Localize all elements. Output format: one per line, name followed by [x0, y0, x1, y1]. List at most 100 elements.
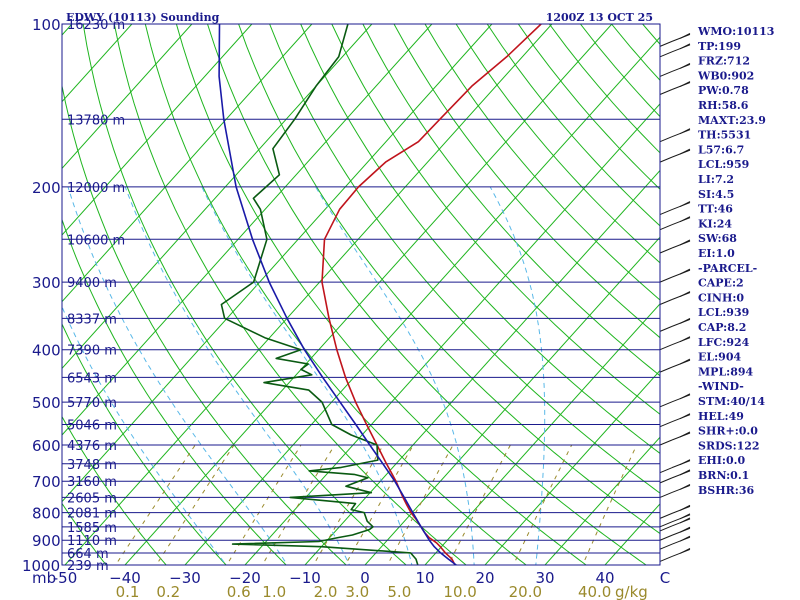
pressure-tick-label: 500: [32, 394, 61, 412]
sounding-index: FRZ:712: [698, 55, 750, 68]
moist-adiabat-line: [124, 186, 351, 565]
wind-barb: [659, 431, 691, 446]
isotherm-line: [364, 236, 660, 565]
wind-barb: [659, 148, 691, 163]
sounding-index: -WIND-: [698, 380, 744, 393]
temperature-tick-label: 40: [595, 569, 614, 587]
dry-adiabat-line: [62, 322, 227, 565]
temperature-tick-label: −40: [109, 569, 141, 587]
dewpoint-profile: [220, 24, 419, 565]
pressure-tick-label: 800: [32, 505, 61, 523]
height-label: 3160 m: [67, 475, 117, 490]
sounding-index: WMO:10113: [697, 25, 774, 38]
moist-adiabat-line: [201, 186, 413, 565]
mixing-ratio-label: 5.0: [387, 583, 411, 600]
wind-barb: [659, 358, 691, 373]
pressure-tick-label: 400: [32, 342, 61, 360]
isotherm-line: [424, 303, 660, 565]
height-label: 2081 m: [67, 507, 117, 522]
height-label: 7390 m: [67, 344, 117, 359]
sounding-index: CAPE:2: [698, 277, 744, 290]
sounding-index: SHR+:0.0: [698, 425, 758, 438]
sounding-index: LCL:959: [698, 158, 749, 171]
pressure-tick-label: 100: [32, 16, 61, 34]
mixing-ratio-line: [512, 444, 573, 565]
temperature-tick-label: 10: [415, 569, 434, 587]
wind-barb: [659, 81, 691, 95]
wind-barb: [659, 239, 691, 254]
moist-adiabat-line: [315, 186, 475, 565]
sounding-index: PW:0.78: [698, 84, 749, 97]
wind-barb: [659, 504, 691, 519]
wind-barb: [659, 459, 691, 474]
pressure-tick-label: 200: [32, 179, 61, 197]
wind-barb: [659, 413, 691, 428]
mixing-ratio-unit: g/kg: [615, 583, 648, 600]
sounding-index: EL:904: [698, 351, 741, 364]
temperature-profile: [321, 24, 542, 565]
isotherm-line: [62, 24, 193, 170]
sounding-index: L57:6.7: [698, 143, 744, 156]
wind-barb: [659, 517, 691, 532]
height-label: 239 m: [67, 559, 109, 574]
sounding-index: TT:46: [698, 203, 733, 216]
mixing-ratio-line: [155, 444, 235, 565]
background-grid: [62, 24, 660, 565]
sounding-index: -PARCEL-: [698, 262, 757, 275]
wind-barb: [659, 526, 691, 541]
height-label: 3748 m: [67, 458, 117, 473]
height-label: 6543 m: [67, 371, 117, 386]
mixing-ratio-label: 3.0: [345, 583, 369, 600]
parcel-profile: [218, 24, 457, 565]
mixing-ratio-line: [582, 444, 638, 565]
temperature-tick-label: 20: [475, 569, 494, 587]
isotherm-line: [62, 24, 253, 236]
temperature-tick-label: −20: [229, 569, 261, 587]
sounding-index: STM:40/14: [698, 395, 765, 408]
height-label: 8337 m: [67, 312, 117, 327]
wind-barb: [659, 336, 691, 351]
wind-barb: [659, 128, 691, 143]
chart-title: EDWY (10113) Sounding: [66, 11, 220, 24]
sounding-index: LCL:939: [698, 306, 749, 319]
sounding-index: MPL:894: [698, 365, 754, 378]
temperature-tick-label: −30: [169, 569, 201, 587]
mixing-ratio-line: [386, 444, 454, 565]
height-label: 13780 m: [67, 113, 125, 128]
temperature-tick-label: 0: [360, 569, 370, 587]
wind-barb: [659, 469, 691, 484]
wind-barb: [659, 43, 691, 58]
wind-barb: [659, 291, 691, 305]
isotherm-line: [544, 436, 660, 565]
dry-adiabat-line: [62, 415, 167, 565]
isotherm-line: [244, 103, 660, 565]
wind-barb: [659, 548, 691, 562]
pressure-unit-label: mb: [32, 569, 56, 587]
sounding-index: LI:7.2: [698, 173, 734, 186]
isotherm-line: [62, 24, 493, 503]
height-label: 5046 m: [67, 419, 117, 434]
mixing-ratio-label: 0.1: [116, 583, 140, 600]
wind-barb: [659, 216, 691, 231]
sounding-index: SI:4.5: [698, 188, 734, 201]
wind-barb: [659, 32, 691, 47]
wind-barb: [659, 201, 691, 215]
pressure-tick-label: 700: [32, 473, 61, 491]
wind-barb: [659, 393, 691, 408]
temperature-tick-label: 30: [535, 569, 554, 587]
wind-barbs: [659, 32, 691, 562]
mixing-ratio-label: 1.0: [262, 583, 286, 600]
profile-curves: [218, 24, 542, 565]
height-label: 664 m: [67, 547, 109, 562]
height-label: 5770 m: [67, 396, 117, 411]
sounding-index: CAP:8.2: [698, 321, 746, 334]
sounding-index: TP:199: [698, 40, 741, 53]
temperature-tick-label: -50: [53, 569, 78, 587]
sounding-index: SRDS:122: [698, 439, 760, 452]
sounding-index: KI:24: [698, 217, 732, 230]
temperature-tick-label: −10: [289, 569, 321, 587]
wind-barb: [659, 317, 691, 332]
pressure-tick-label: 1000: [22, 557, 60, 575]
